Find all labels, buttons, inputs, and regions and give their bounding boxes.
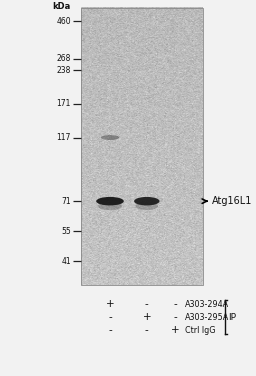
Text: 171: 171 [57,99,71,108]
Text: 460: 460 [56,17,71,26]
Ellipse shape [96,197,124,205]
Text: -: - [145,299,149,309]
Text: Atg16L1: Atg16L1 [212,196,253,206]
Text: 238: 238 [57,66,71,74]
Text: +: + [143,312,151,322]
Text: 268: 268 [57,55,71,64]
Text: A303-295A: A303-295A [185,313,229,322]
Text: -: - [108,312,112,322]
Text: +: + [106,299,114,309]
Bar [81,8,203,285]
Text: 117: 117 [57,133,71,142]
Text: A303-294A: A303-294A [185,300,229,309]
Text: -: - [174,312,177,322]
Text: Ctrl IgG: Ctrl IgG [185,326,215,335]
Text: -: - [174,299,177,309]
Text: 41: 41 [61,256,71,265]
Text: IP: IP [229,313,237,322]
Text: -: - [108,325,112,335]
Ellipse shape [136,202,158,210]
Text: 55: 55 [61,227,71,236]
Text: kDa: kDa [53,2,71,11]
Text: +: + [171,325,180,335]
Text: 71: 71 [61,197,71,206]
Ellipse shape [134,197,159,205]
Ellipse shape [101,135,119,140]
Text: -: - [145,325,149,335]
Ellipse shape [98,202,122,210]
